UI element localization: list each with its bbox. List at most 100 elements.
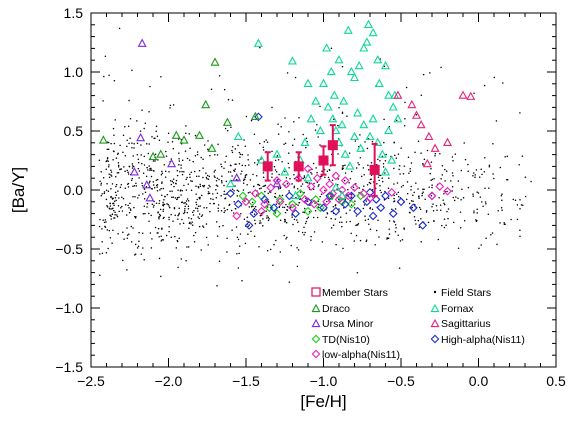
field-star-point (394, 230, 397, 233)
field-star-point (316, 124, 318, 126)
draco-point (156, 149, 166, 158)
low-alpha-nis11-point (288, 203, 297, 213)
field-star-point (156, 232, 158, 234)
field-star-point (242, 189, 245, 191)
field-star-point (397, 195, 400, 198)
field-star-point (128, 233, 130, 235)
field-star-point (121, 205, 123, 208)
low-alpha-nis11-point (266, 183, 276, 193)
field-star-point (168, 171, 170, 173)
field-star-point (417, 219, 420, 222)
field-star-point (303, 226, 305, 228)
field-star-point (238, 151, 241, 154)
field-star-point (393, 200, 395, 203)
legend-marker-member-stars (311, 287, 321, 297)
field-star-point (461, 188, 463, 191)
field-star-point (418, 195, 420, 197)
field-star-point (249, 191, 251, 193)
field-star-point (228, 203, 231, 206)
field-star-point (393, 194, 395, 197)
member-star-point (318, 155, 329, 166)
field-star-point (144, 191, 147, 194)
field-star-point (230, 164, 232, 167)
field-star-point (506, 155, 509, 158)
field-star-point (126, 183, 129, 186)
field-star-point (131, 142, 133, 144)
field-star-point (406, 181, 409, 183)
field-star-point (326, 200, 328, 203)
field-star-point (288, 130, 290, 133)
field-star-point (126, 269, 128, 271)
field-star-point (467, 186, 470, 189)
fornax-point (323, 102, 333, 111)
field-star-point (104, 226, 107, 229)
field-star-point (111, 213, 114, 216)
fornax-point (384, 125, 394, 135)
td-nis10-point (303, 206, 313, 216)
ursa-minor-point (232, 173, 242, 182)
field-star-point (170, 236, 173, 239)
field-star-point (476, 208, 478, 210)
field-star-point (246, 183, 248, 186)
field-star-point (161, 170, 163, 173)
field-star-point (188, 217, 190, 219)
field-star-point (135, 185, 138, 187)
field-star-point (438, 197, 440, 199)
field-star-point (447, 217, 449, 220)
field-star-point (153, 170, 155, 172)
field-star-point (233, 189, 235, 192)
fornax-point (339, 96, 349, 105)
field-star-point (224, 127, 227, 130)
field-star-point (197, 186, 200, 189)
field-star-point (136, 142, 139, 144)
field-star-point (304, 231, 306, 234)
field-star-point (441, 224, 443, 227)
field-star-point (200, 156, 202, 159)
field-star-point (152, 206, 155, 208)
field-star-point (150, 169, 153, 171)
field-star-point (164, 176, 167, 178)
field-star-point (364, 141, 366, 143)
legend-label-member-stars: Member Stars (322, 287, 388, 299)
field-star-point (131, 167, 134, 169)
field-star-point (244, 242, 247, 245)
fornax-point (272, 149, 282, 158)
high-alpha-nis11-point (303, 197, 313, 207)
field-star-point (384, 172, 386, 174)
field-star-point (305, 137, 308, 139)
draco-point (194, 130, 205, 139)
field-star-point (113, 217, 115, 219)
fornax-point (306, 114, 316, 123)
field-star-point (195, 201, 197, 204)
field-star-point (285, 177, 288, 179)
field-star-point (284, 142, 287, 145)
field-star-point (384, 160, 387, 162)
field-star-point (231, 151, 234, 154)
field-star-point (484, 157, 486, 159)
field-star-point (254, 205, 257, 208)
field-star-point (355, 234, 358, 237)
sagittarius-point (407, 99, 417, 109)
field-star-point (126, 139, 128, 142)
fornax-point (384, 90, 394, 99)
field-star-point (395, 193, 398, 195)
field-star-point (136, 153, 139, 156)
field-star-point (119, 186, 122, 188)
field-star-point (126, 227, 128, 229)
field-star-point (348, 152, 351, 154)
field-star-point (156, 186, 158, 188)
field-star-point (277, 188, 280, 190)
fornax-point (373, 137, 383, 146)
fornax-point (365, 131, 375, 141)
field-star-point (413, 216, 416, 218)
field-star-point (149, 232, 152, 234)
field-star-point (173, 185, 175, 188)
field-star-point (243, 218, 246, 221)
field-star-point (143, 205, 146, 207)
field-star-point (152, 181, 155, 183)
field-star-point (118, 197, 120, 199)
draco-point (201, 99, 211, 109)
field-star-point (434, 152, 437, 155)
field-star-point (181, 189, 184, 192)
field-star-point (131, 163, 134, 165)
